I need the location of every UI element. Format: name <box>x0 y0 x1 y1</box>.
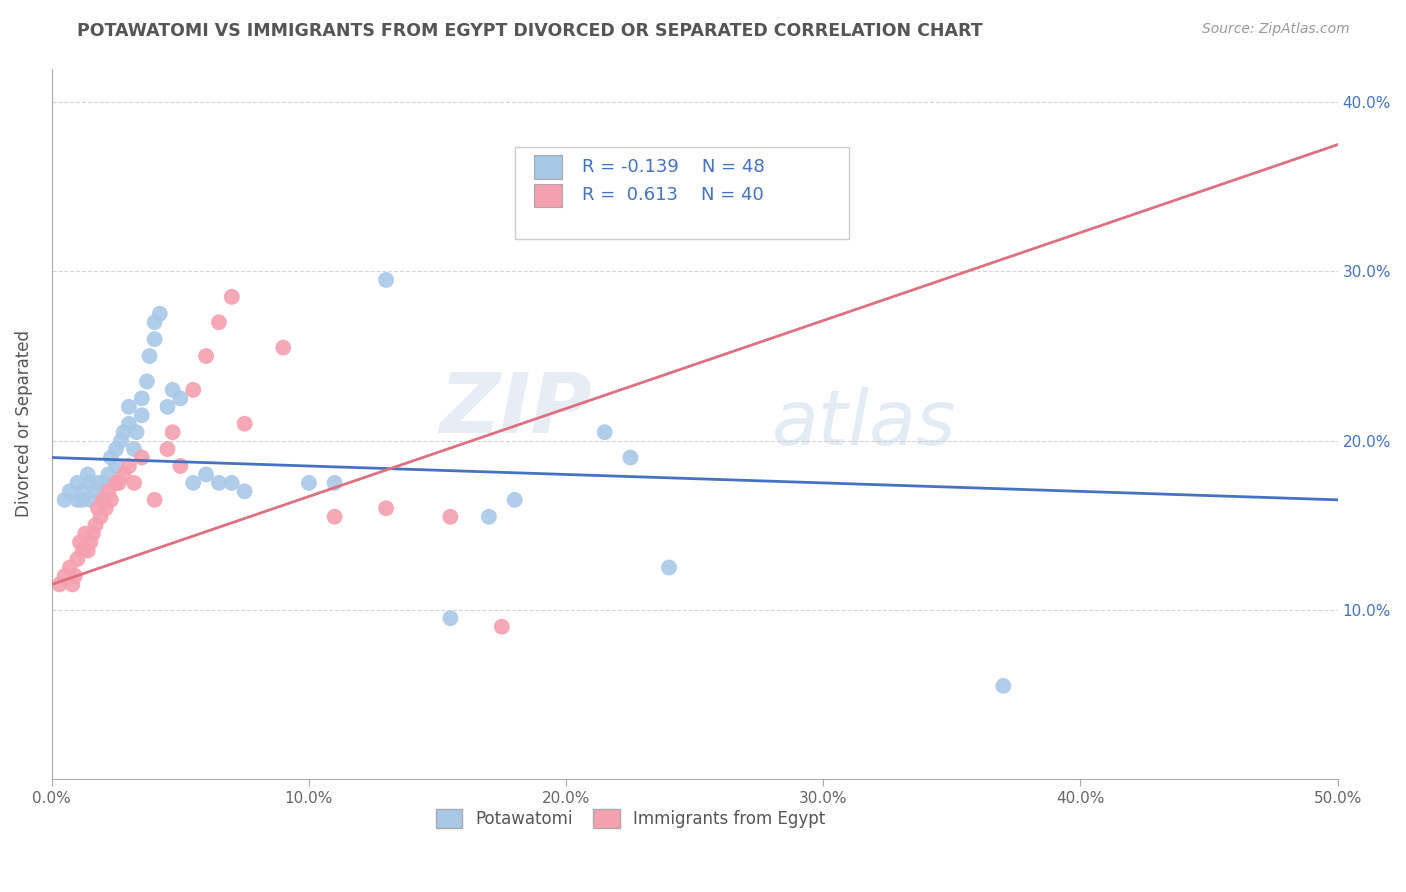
Point <box>84 484 107 499</box>
Point <box>143 315 166 329</box>
Point <box>90 509 112 524</box>
Point <box>135 375 157 389</box>
Point <box>122 475 145 490</box>
Point <box>162 383 184 397</box>
Point <box>66 475 89 490</box>
Point <box>75 526 97 541</box>
Point <box>91 492 114 507</box>
Point <box>122 442 145 456</box>
Point <box>105 442 128 456</box>
Point <box>169 458 191 473</box>
Point <box>112 467 135 482</box>
Point <box>48 577 70 591</box>
Point <box>66 552 89 566</box>
Point <box>84 518 107 533</box>
Point <box>72 543 94 558</box>
Point <box>131 409 153 423</box>
Point <box>271 341 294 355</box>
Point <box>221 290 243 304</box>
Point <box>233 484 256 499</box>
Text: atlas: atlas <box>772 387 956 461</box>
Point <box>143 492 166 507</box>
Point <box>72 484 94 499</box>
Point <box>491 620 513 634</box>
FancyBboxPatch shape <box>534 155 562 178</box>
Point <box>503 492 526 507</box>
Point <box>100 492 122 507</box>
Point <box>100 450 122 465</box>
Point <box>125 425 148 440</box>
Point <box>69 535 91 549</box>
Point <box>79 535 101 549</box>
Text: ZIP: ZIP <box>439 369 592 450</box>
Point <box>323 509 346 524</box>
Point <box>181 475 204 490</box>
Point <box>233 417 256 431</box>
Point <box>671 171 693 186</box>
Point <box>87 475 110 490</box>
Point <box>131 450 153 465</box>
Point <box>72 492 94 507</box>
Point <box>619 450 641 465</box>
Point <box>107 475 129 490</box>
Point <box>162 425 184 440</box>
Legend: Potawatomi, Immigrants from Egypt: Potawatomi, Immigrants from Egypt <box>429 802 832 835</box>
Point <box>105 475 128 490</box>
Point <box>323 475 346 490</box>
Point <box>131 392 153 406</box>
Point <box>118 417 141 431</box>
Point <box>375 273 398 287</box>
Point <box>53 569 76 583</box>
Y-axis label: Divorced or Separated: Divorced or Separated <box>15 330 32 517</box>
Point <box>82 526 104 541</box>
Point <box>208 475 231 490</box>
Point <box>993 679 1015 693</box>
Point <box>439 509 461 524</box>
Point <box>195 349 218 363</box>
Text: R =  0.613    N = 40: R = 0.613 N = 40 <box>582 186 763 204</box>
Point <box>76 543 98 558</box>
Point <box>375 501 398 516</box>
Point <box>181 383 204 397</box>
Point <box>60 577 83 591</box>
Point <box>156 442 179 456</box>
Point <box>112 425 135 440</box>
Point <box>118 400 141 414</box>
Text: R = -0.139    N = 48: R = -0.139 N = 48 <box>582 158 765 176</box>
Point <box>439 611 461 625</box>
Point <box>593 425 616 440</box>
Point <box>478 509 501 524</box>
Point <box>143 332 166 346</box>
Point <box>87 501 110 516</box>
Point <box>195 467 218 482</box>
Point <box>156 400 179 414</box>
Point <box>97 467 120 482</box>
Point <box>79 475 101 490</box>
Point <box>59 560 82 574</box>
Point <box>149 307 172 321</box>
Point <box>118 458 141 473</box>
Point <box>208 315 231 329</box>
Point <box>105 458 128 473</box>
Point <box>221 475 243 490</box>
Point <box>97 484 120 499</box>
Point <box>53 492 76 507</box>
Point <box>79 492 101 507</box>
Point <box>658 560 681 574</box>
Point <box>298 475 321 490</box>
Point <box>66 492 89 507</box>
Point <box>94 501 117 516</box>
Text: Source: ZipAtlas.com: Source: ZipAtlas.com <box>1202 22 1350 37</box>
FancyBboxPatch shape <box>515 146 849 239</box>
Point <box>110 434 132 448</box>
Point <box>169 392 191 406</box>
Point <box>59 484 82 499</box>
Point <box>63 569 86 583</box>
Point <box>91 492 114 507</box>
Text: POTAWATOMI VS IMMIGRANTS FROM EGYPT DIVORCED OR SEPARATED CORRELATION CHART: POTAWATOMI VS IMMIGRANTS FROM EGYPT DIVO… <box>77 22 983 40</box>
FancyBboxPatch shape <box>534 184 562 207</box>
Point <box>138 349 160 363</box>
Point <box>76 467 98 482</box>
Point <box>91 475 114 490</box>
